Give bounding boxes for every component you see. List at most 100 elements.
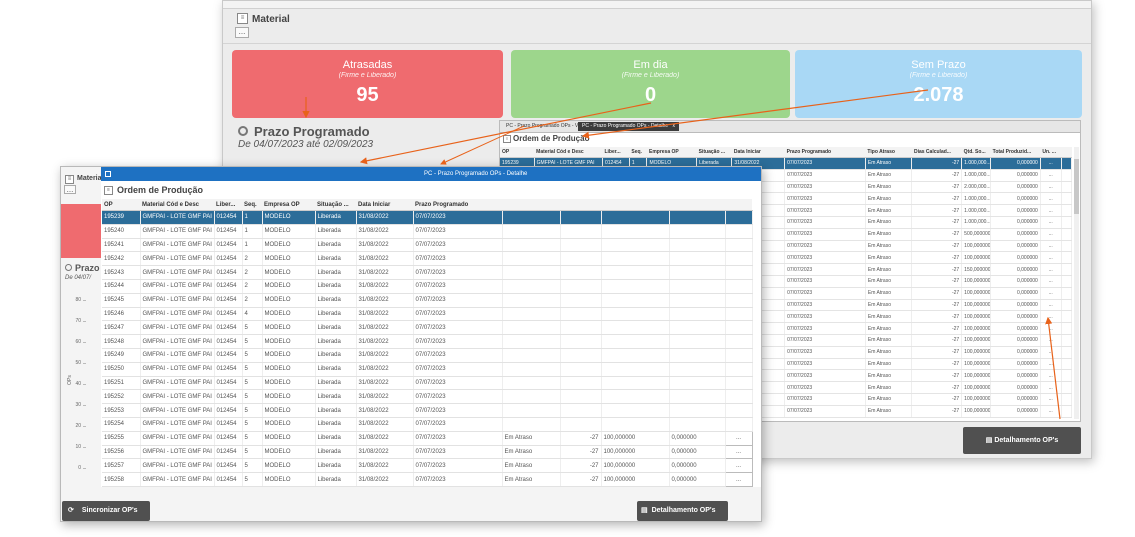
scrollbar-thumb[interactable] bbox=[1074, 159, 1079, 214]
table-cell: 0,000000 bbox=[990, 275, 1041, 288]
material-filter-button[interactable]: ... bbox=[235, 27, 249, 38]
column-header[interactable]: Prazo Programado bbox=[413, 199, 502, 211]
table-cell: -27 bbox=[911, 334, 963, 347]
row-action-button[interactable]: ... bbox=[1040, 240, 1062, 253]
vertical-scrollbar[interactable] bbox=[1074, 147, 1079, 419]
bg-card-atrasadas bbox=[61, 204, 101, 258]
row-action-button[interactable]: ... bbox=[1040, 299, 1062, 312]
table-cell: -27 bbox=[911, 240, 963, 253]
table-row[interactable]: 195239 GMFPAI - LOTE GMF PAI 012454 1 MODELO… bbox=[102, 210, 753, 225]
column-header[interactable]: Seq. bbox=[629, 147, 647, 158]
row-action-button[interactable]: ... bbox=[1040, 263, 1062, 276]
table-cell bbox=[601, 320, 670, 336]
card-em-dia[interactable]: Em dia (Firme e Liberado) 0 bbox=[511, 50, 790, 118]
row-action-button[interactable]: ... bbox=[1040, 181, 1062, 194]
row-action-button[interactable]: ... bbox=[1040, 216, 1062, 229]
column-header[interactable]: Empresa OP bbox=[262, 199, 315, 211]
column-header[interactable]: Prazo Programado bbox=[784, 147, 866, 158]
detalhamento-ops-button[interactable]: ▤ Detalhamento OP's bbox=[637, 501, 728, 521]
column-header[interactable]: Total Produzid... bbox=[990, 147, 1041, 158]
row-action-button[interactable]: ... bbox=[724, 472, 753, 487]
table-cell: 195244 bbox=[102, 279, 141, 294]
row-action-button[interactable]: ... bbox=[1040, 275, 1062, 288]
row-action-button[interactable]: ... bbox=[1040, 369, 1062, 383]
row-action-button[interactable]: ... bbox=[1040, 322, 1062, 335]
column-header bbox=[502, 199, 560, 211]
row-action-button[interactable]: ... bbox=[1040, 405, 1062, 418]
tab-prazo-v2[interactable]: PC - Prazo Programado OPs - V2 bbox=[506, 123, 582, 129]
table-cell: 012454 bbox=[214, 389, 243, 405]
table-cell: 195243 bbox=[102, 265, 141, 280]
row-action-button[interactable]: ... bbox=[1040, 192, 1062, 206]
column-header[interactable]: Data Iniciar bbox=[731, 147, 785, 158]
detalhamento-ops-button[interactable]: ▤ Detalhamento OP's bbox=[963, 427, 1081, 454]
table-cell bbox=[669, 376, 726, 391]
material-filter-button[interactable]: ... bbox=[64, 185, 76, 194]
card-atrasadas[interactable]: Atrasadas (Firme e Liberado) 95 bbox=[232, 50, 503, 118]
column-header[interactable]: Situação ... bbox=[315, 199, 356, 211]
axis-tick-label: 10 bbox=[75, 444, 81, 450]
column-header[interactable]: Material Cód e Desc bbox=[140, 199, 214, 211]
table-cell: 195253 bbox=[102, 403, 141, 418]
table-cell: Liberada bbox=[315, 445, 357, 460]
row-action-button[interactable]: ... bbox=[1040, 204, 1062, 217]
column-header[interactable]: Liber... bbox=[602, 147, 630, 158]
column-header[interactable]: Tipo Atraso bbox=[865, 147, 912, 158]
sincronizar-ops-button[interactable]: ⟳ Sincronizar OP's bbox=[62, 501, 150, 521]
table-cell: Liberada bbox=[315, 210, 357, 225]
row-action-button[interactable]: ... bbox=[1040, 228, 1062, 241]
close-icon[interactable]: x bbox=[672, 123, 676, 129]
row-action-button[interactable]: ... bbox=[1040, 346, 1062, 359]
table-cell: 07/07/2023 bbox=[413, 334, 503, 349]
column-header[interactable]: Seq. bbox=[242, 199, 262, 211]
table-cell: MODELO bbox=[262, 472, 316, 487]
row-action-button[interactable]: ... bbox=[1040, 393, 1062, 406]
table-cell: Liberada bbox=[315, 472, 357, 487]
column-header[interactable]: OP bbox=[102, 199, 140, 211]
column-header[interactable]: OP bbox=[500, 147, 535, 158]
column-header[interactable]: Data Iniciar bbox=[356, 199, 413, 211]
row-action-button[interactable]: ... bbox=[1040, 358, 1062, 371]
table-cell: 195252 bbox=[102, 389, 141, 405]
table-cell: 5 bbox=[242, 320, 263, 336]
column-header[interactable]: Dias Calculad... bbox=[911, 147, 962, 158]
table-row[interactable]: 195239 GMFPAI - LOTE GMF PAI 012454 1 MODELO… bbox=[500, 157, 1073, 170]
row-action-button[interactable]: ... bbox=[1040, 157, 1062, 170]
table-cell: 07/07/2023 bbox=[784, 381, 866, 394]
column-header[interactable]: Material Cód e Desc bbox=[534, 147, 603, 158]
table-cell bbox=[560, 334, 602, 349]
table-cell bbox=[560, 362, 602, 377]
row-action-button[interactable]: ... bbox=[1040, 169, 1062, 182]
table-cell: 0,000000 bbox=[990, 181, 1041, 194]
card-sem-prazo[interactable]: Sem Prazo (Firme e Liberado) 2.078 bbox=[795, 50, 1082, 118]
column-header[interactable]: Un. ... bbox=[1040, 147, 1062, 158]
tab-prazo-detalhe[interactable]: PC - Prazo Programado OPs - Detalhe x bbox=[578, 122, 680, 131]
table-cell: 0,000000 bbox=[990, 405, 1041, 418]
column-header[interactable]: Empresa OP bbox=[646, 147, 697, 158]
row-action-button[interactable]: ... bbox=[1040, 251, 1062, 265]
column-header[interactable]: Situação ... bbox=[696, 147, 732, 158]
row-action-button[interactable]: ... bbox=[1040, 287, 1062, 300]
column-header[interactable]: Qtd. So... bbox=[961, 147, 991, 158]
table-cell: 0,000000 bbox=[990, 157, 1041, 170]
column-header[interactable]: Liber... bbox=[214, 199, 242, 211]
